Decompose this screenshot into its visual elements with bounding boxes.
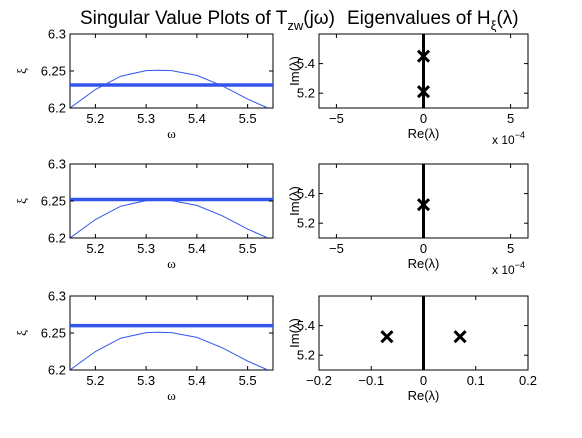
eigenvalues-3-eigenvalue-marker-2 [453,330,467,344]
eigenvalues-3-ytick-label: 5.2 [297,348,315,363]
right-column-title: Eigenvalues of Hξ(λ) [347,8,519,33]
singular-value-3-xtick-label: 5.5 [239,373,257,388]
eigenvalues-2-xtick-label: 0 [420,241,427,256]
right-title-main: Eigenvalues of H [347,8,491,29]
eigenvalues-2-exponent-power: −4 [515,260,525,270]
eigenvalues-3-xtick-label: −0.1 [358,373,384,388]
singular-value-1-x-axis-label: ω [167,126,176,141]
singular-value-2-xtick-label: 5.4 [188,241,206,256]
singular-value-3-singular-value-curve [70,331,269,370]
eigenvalues-3-marker-stroke-b [380,330,394,344]
eigenvalues-2-ytick-label: 5.4 [297,186,315,201]
left-title-subscript: zw [287,18,304,33]
eigenvalues-3-eigenvalue-marker-1 [380,330,394,344]
eigenvalues-1-ytick-label: 5.4 [297,56,315,71]
eigenvalues-3-xtick-label: 0 [420,373,427,388]
eigenvalues-2-y-axis-label: Im(λ) [287,186,302,216]
left-title-tail: (jω) [303,8,335,29]
eigenvalues-3-y-axis-label: Im(λ) [287,318,302,348]
singular-value-1-ytick-label: 6.2 [48,101,66,116]
singular-value-2-x-axis-label: ω [167,256,176,271]
eigenvalues-1-xtick-label: 5 [507,111,514,126]
singular-value-1-xtick-label: 5.3 [137,111,155,126]
eigenvalues-3-xtick-label: 0.1 [467,373,485,388]
singular-value-2-xtick-label: 5.5 [239,241,257,256]
singular-value-2-ytick-label: 6.2 [48,231,66,246]
singular-value-3-xtick-label: 5.2 [86,373,104,388]
eigenvalues-1-exponent-base: x 10 [492,133,515,147]
singular-value-3-panel: 5.2 5.3 5.4 5.5 6.2 6.25 6.3 ω ξ [14,289,274,403]
singular-value-2-xtick-label: 5.2 [86,241,104,256]
eigenvalues-3-xtick-label: 0.2 [519,373,537,388]
eigenvalues-2-exponent-base: x 10 [492,263,515,277]
right-title-tail: (λ) [496,8,518,29]
eigenvalues-3-marker-stroke-b [453,330,467,344]
eigenvalues-1-xtick-label: 0 [420,111,427,126]
eigenvalues-2-panel: −5 0 5 5.2 5.4 Re(λ) Im(λ) x 10−4 [287,163,529,277]
left-column-title: Singular Value Plots of Tzw(jω) [80,8,335,33]
singular-value-1-y-axis-label: ξ [14,68,29,74]
singular-value-3-y-axis-label: ξ [14,330,29,336]
singular-value-1-xtick-label: 5.4 [188,111,206,126]
singular-value-3-ytick-label: 6.25 [41,326,66,341]
singular-value-2-ytick-label: 6.3 [48,157,66,172]
singular-value-3-xtick-label: 5.3 [137,373,155,388]
singular-value-2-y-axis-label: ξ [14,198,29,204]
eigenvalues-3-x-axis-label: Re(λ) [408,388,440,403]
right-title-subscript: ξ [491,18,497,33]
singular-value-2-ytick-label: 6.25 [41,194,66,209]
eigenvalues-1-xtick-label: −5 [329,111,344,126]
eigenvalues-1-plot-area [416,34,431,108]
eigenvalues-1-ytick-label: 5.2 [297,86,315,101]
singular-value-2-xtick-label: 5.3 [137,241,155,256]
eigenvalues-1-marker-stroke-b [416,85,431,99]
singular-value-1-plot-area [70,69,273,108]
singular-value-1-panel: 5.2 5.3 5.4 5.5 6.2 6.25 6.3 ω ξ [14,27,274,141]
singular-value-3-plot-area [70,323,273,370]
eigenvalues-1-eigenvalue-marker-1 [416,49,431,63]
eigenvalues-1-eigenvalue-marker-2 [416,85,431,99]
singular-value-1-ytick-label: 6.3 [48,27,66,42]
panels: 5.2 5.3 5.4 5.56.26.256.3ωξ−5 0 55.25.4Re(λ)I… [14,27,537,404]
eigenvalues-3-panel: −0.2 −0.1 0 0.1 0.2 5.2 5.4 Re(λ) Im(λ) [287,295,537,403]
eigenvalues-2-ytick-label: 5.2 [297,216,315,231]
singular-value-1-xtick-label: 5.2 [86,111,104,126]
eigenvalues-2-x-axis-label: Re(λ) [408,256,440,271]
eigenvalues-2-xtick-label: −5 [329,241,344,256]
singular-value-3-ytick-label: 6.3 [48,289,66,304]
eigenvalues-3-ytick-label: 5.4 [297,318,315,333]
eigenvalues-2-plot-area [416,164,431,238]
singular-value-2-panel: 5.2 5.3 5.4 5.5 6.2 6.25 6.3 ω ξ [14,157,274,271]
eigenvalues-1-marker-stroke-b [416,49,431,63]
left-title-main: Singular Value Plots of T [80,8,288,29]
eigenvalues-2-eigenvalue-marker-1 [416,198,431,212]
singular-value-1-xtick-label: 5.5 [239,111,257,126]
eigenvalues-1-panel: −5 0 5 5.2 5.4 Re(λ) Im(λ) x 10−4 [287,33,529,147]
eigenvalues-1-x-axis-label: Re(λ) [408,126,440,141]
eigenvalues-1-y-axis-label: Im(λ) [287,56,302,86]
singular-value-2-plot-area [70,197,273,238]
eigenvalues-3-plot-area [380,296,467,370]
singular-value-1-ytick-label: 6.25 [41,64,66,79]
singular-value-3-ytick-label: 6.2 [48,363,66,378]
eigenvalues-3-xtick-label: −0.2 [306,373,332,388]
singular-value-1-singular-value-curve [70,69,269,108]
eigenvalues-1-axis-exponent: x 10−4 [492,130,525,147]
eigenvalues-2-axis-exponent: x 10−4 [492,260,525,277]
singular-value-3-x-axis-label: ω [167,388,176,403]
eigenvalues-2-xtick-label: 5 [507,241,514,256]
eigenvalues-1-exponent-power: −4 [515,130,525,140]
eigenvalues-2-marker-stroke-b [416,198,431,212]
singular-value-3-xtick-label: 5.4 [188,373,206,388]
